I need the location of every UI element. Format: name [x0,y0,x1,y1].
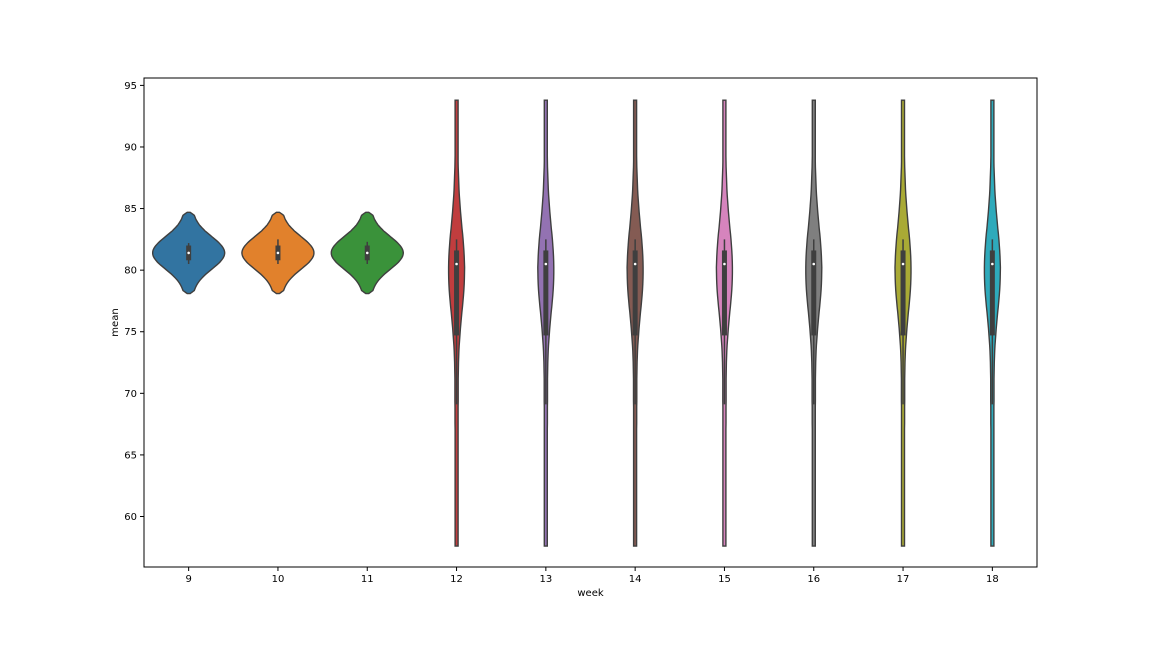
violin-week-12 [447,99,466,547]
violin-week-18 [983,99,1002,547]
plot-frame [143,77,1038,568]
violin-layer [152,99,1002,547]
iqr-box [900,250,906,336]
y-tick-label: 65 [124,450,137,461]
y-tick-label: 95 [124,81,137,92]
y-tick-label: 60 [124,512,137,523]
violin-week-9 [152,211,226,295]
x-axis: 9 10 11 12 13 14 15 16 17 18 [185,567,999,585]
violin-week-17 [894,99,912,547]
y-tick-label: 85 [124,204,137,215]
y-tick-label: 75 [124,327,137,338]
iqr-box [543,250,549,336]
x-tick-label: 18 [986,574,999,585]
median-dot [723,262,726,266]
iqr-box [454,250,460,336]
median-dot [544,262,548,266]
x-tick-label: 14 [629,574,642,585]
median-dot [187,251,190,255]
iqr-box [989,250,995,336]
x-axis-label: week [577,588,603,599]
y-axis-label: mean [110,308,121,336]
median-dot [633,262,637,266]
x-tick-label: 13 [539,574,552,585]
x-tick-label: 10 [272,574,285,585]
violin-week-13 [537,99,555,547]
y-tick-label: 90 [124,142,137,153]
median-dot [365,251,369,255]
median-dot [276,251,280,255]
x-tick-label: 15 [718,574,731,585]
y-tick-label: 70 [124,389,137,400]
x-tick-label: 9 [185,574,191,585]
y-axis: 60 65 70 75 80 85 90 95 [124,81,144,523]
iqr-box [632,250,638,336]
median-dot [455,262,458,266]
median-dot [901,262,905,266]
iqr-box [811,250,817,336]
y-tick-label: 80 [124,266,137,277]
x-tick-label: 12 [450,574,463,585]
violin-week-11 [330,211,405,295]
violin-week-14 [626,99,644,547]
median-dot [812,262,816,266]
violin-week-10 [241,211,315,295]
x-tick-label: 17 [897,574,910,585]
x-tick-label: 11 [361,574,374,585]
x-tick-label: 16 [807,574,820,585]
violin-week-16 [805,99,823,547]
median-dot [991,262,994,266]
violin-week-15 [715,99,734,547]
iqr-box [721,250,727,336]
